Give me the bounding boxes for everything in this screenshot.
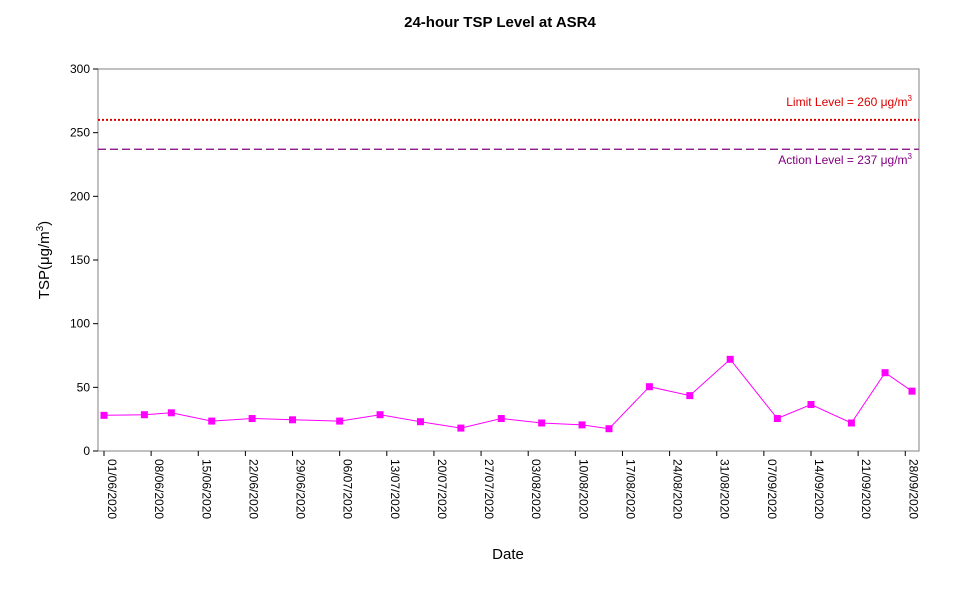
x-tick-label: 15/06/2020 [199,459,213,519]
plot-area-frame [97,68,920,452]
x-axis-label: Date [492,546,524,563]
x-tick-label: 28/09/2020 [906,459,920,519]
x-tick-label: 13/07/2020 [388,459,402,519]
data-point [289,416,297,424]
data-point [908,387,916,395]
data-point [100,411,108,419]
x-tick-label: 01/06/2020 [105,459,119,519]
data-point [248,415,256,423]
chart-title: 24-hour TSP Level at ASR4 [404,14,596,31]
data-point [336,417,344,425]
x-tick-label: 31/08/2020 [718,459,732,519]
y-axis-label-close: ) [36,221,53,226]
x-tick-label: 10/08/2020 [576,459,590,519]
ref-label-sup: 3 [908,152,913,161]
x-tick-label: 06/07/2020 [341,459,355,519]
y-axis-label-base: TSP( [36,265,53,299]
x-tick-label: 27/07/2020 [482,459,496,519]
data-point [847,419,855,427]
data-point [376,411,384,419]
series-line [103,358,913,430]
x-axis: 01/06/2020 08/06/2020 15/06/2020 22/06/2020… [103,451,920,519]
data-point [416,418,424,426]
data-point [881,369,889,377]
y-tick-label: 300 [70,62,90,76]
y-tick-label: 250 [70,126,90,140]
y-axis-label-unit: μg/m [36,231,53,265]
y-tick-label: 50 [77,380,91,394]
x-tick-label: 29/06/2020 [294,459,308,519]
y-tick-label: 200 [70,189,90,203]
y-axis: 0 50 100 150 200 250 300 [70,62,98,458]
data-point [497,415,505,423]
data-point [208,417,216,425]
limit-level-label: Limit Level = 260 μg/m3 [786,94,912,109]
action-level-label: Action Level = 237 μg/m3 [778,152,912,167]
data-point [605,425,613,433]
data-point [167,409,175,417]
x-tick-label: 22/06/2020 [246,459,260,519]
x-tick-label: 08/06/2020 [152,459,166,519]
data-point [726,355,734,363]
y-axis-label-sup: 3 [35,225,46,231]
ref-label-sup: 3 [908,94,913,103]
data-point [686,392,694,400]
x-tick-label: 24/08/2020 [671,459,685,519]
x-tick-label: 14/09/2020 [812,459,826,519]
data-point [807,401,815,409]
x-tick-label: 07/09/2020 [765,459,779,519]
y-axis-label: TSP(μg/m3) [35,221,53,299]
data-point [773,415,781,423]
data-point [645,383,653,391]
data-point [578,421,586,429]
x-tick-label: 17/08/2020 [623,459,637,519]
data-point [140,411,148,419]
x-tick-label: 21/09/2020 [859,459,873,519]
ref-label-text: Action Level = 237 μg/m [778,153,907,167]
x-tick-label: 20/07/2020 [435,459,449,519]
y-tick-label: 0 [83,444,90,458]
series-layer [100,355,916,433]
y-tick-label: 150 [70,253,90,267]
x-tick-label: 03/08/2020 [529,459,543,519]
data-point [457,424,465,432]
ref-label-text: Limit Level = 260 μg/m [786,95,907,109]
y-tick-label: 100 [70,317,90,331]
data-point [538,419,546,427]
